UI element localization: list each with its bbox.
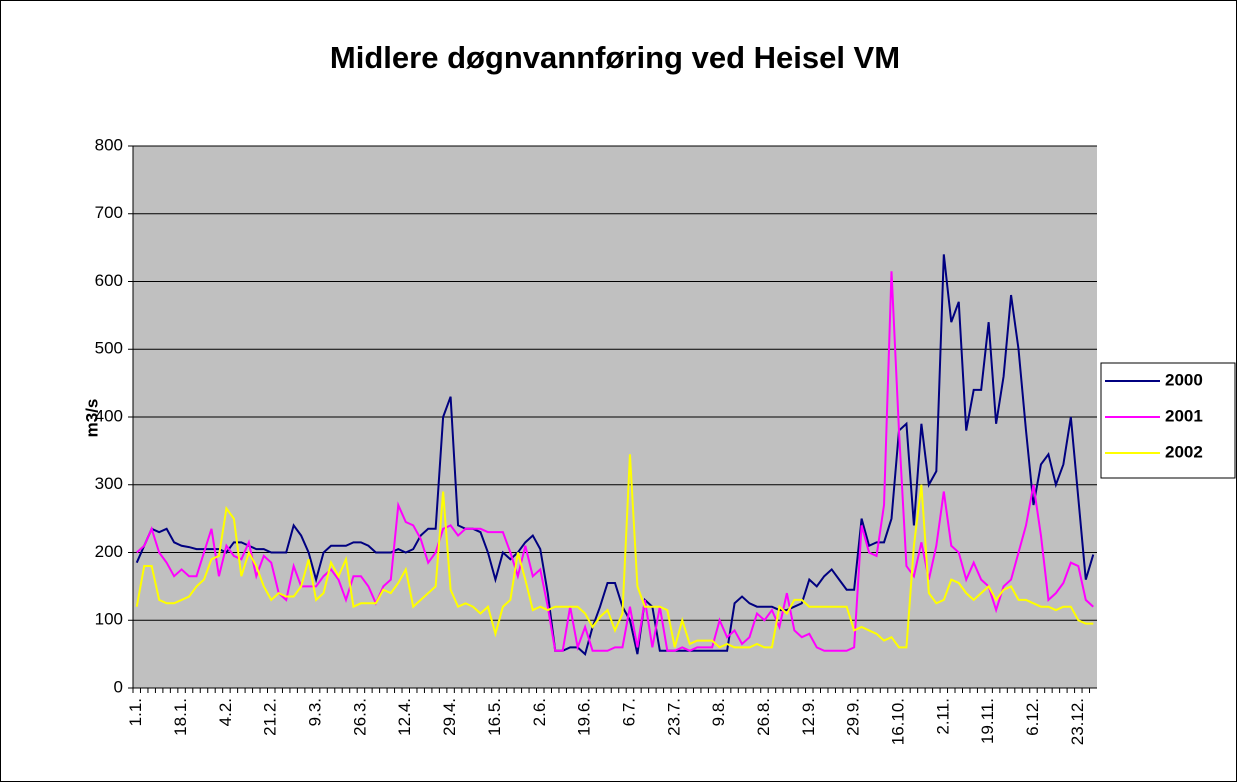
x-tick-label: 1.1. bbox=[126, 698, 145, 726]
x-tick-label: 16.10. bbox=[888, 698, 907, 745]
y-tick-label: 0 bbox=[114, 677, 123, 696]
x-tick-label: 16.5. bbox=[485, 698, 504, 736]
y-tick-label: 500 bbox=[95, 339, 123, 358]
x-tick-label: 4.2. bbox=[216, 698, 235, 726]
series-line bbox=[136, 271, 1094, 652]
y-tick-label: 300 bbox=[95, 474, 123, 493]
legend-label: 2000 bbox=[1165, 370, 1203, 389]
x-tick-label: 29.4. bbox=[440, 698, 459, 736]
y-tick-label: 200 bbox=[95, 542, 123, 561]
x-tick-label: 29.9. bbox=[844, 698, 863, 736]
y-tick-label: 600 bbox=[95, 271, 123, 290]
y-axis-label: m3/s bbox=[82, 399, 101, 438]
x-tick-label: 18.1. bbox=[171, 698, 190, 736]
x-tick-label: 26.8. bbox=[754, 698, 773, 736]
x-tick-label: 9.8. bbox=[709, 698, 728, 726]
legend-label: 2001 bbox=[1165, 406, 1203, 425]
x-tick-label: 23.12. bbox=[1068, 698, 1087, 745]
x-tick-label: 19.11. bbox=[978, 698, 997, 744]
x-tick-label: 23.7. bbox=[664, 698, 683, 736]
x-tick-label: 9.3. bbox=[306, 698, 325, 726]
y-tick-label: 100 bbox=[95, 610, 123, 629]
x-tick-label: 21.2. bbox=[261, 698, 280, 736]
y-tick-label: 400 bbox=[95, 406, 123, 425]
series-line bbox=[135, 254, 1095, 656]
legend-label: 2002 bbox=[1165, 442, 1203, 461]
x-tick-label: 12.4. bbox=[395, 698, 414, 736]
series-line bbox=[135, 454, 1094, 649]
x-tick-label: 12.9. bbox=[799, 698, 818, 736]
x-tick-label: 26.3. bbox=[350, 698, 369, 736]
chart-title: Midlere døgnvannføring ved Heisel VM bbox=[330, 40, 900, 75]
legend-box bbox=[1100, 362, 1236, 479]
x-tick-label: 2.11. bbox=[933, 698, 952, 735]
x-tick-label: 2.6. bbox=[530, 698, 549, 726]
x-tick-label: 6.12. bbox=[1023, 698, 1042, 736]
x-tick-label: 6.7. bbox=[619, 698, 638, 726]
x-tick-label: 19.6. bbox=[575, 698, 594, 736]
y-tick-label: 700 bbox=[95, 203, 123, 222]
y-tick-label: 800 bbox=[95, 135, 123, 154]
